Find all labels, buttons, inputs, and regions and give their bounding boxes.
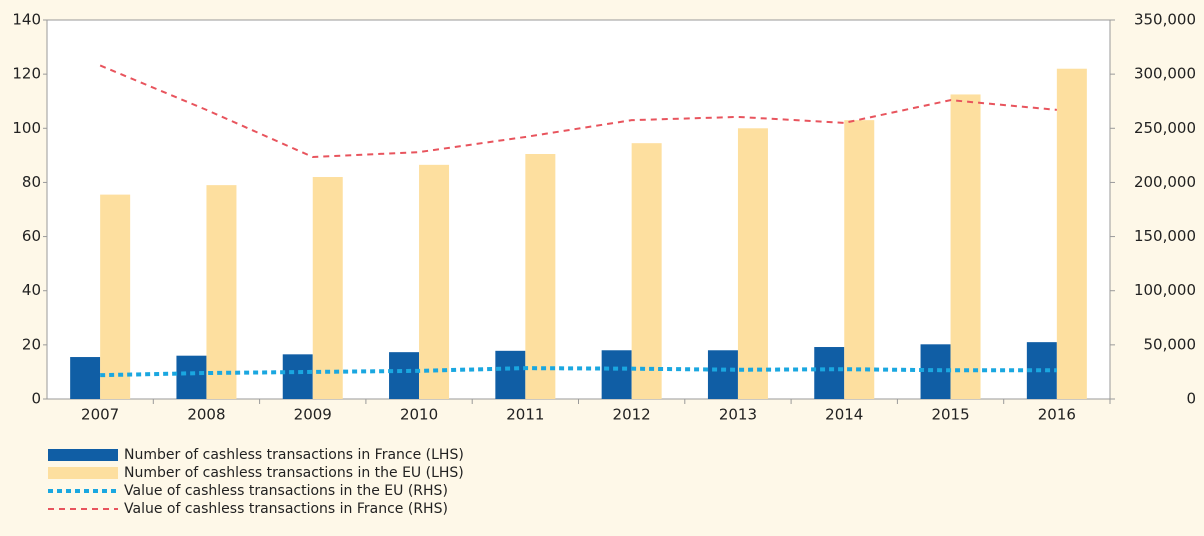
legend-label: Value of cashless transactions in the EU… — [124, 483, 448, 499]
y-tick-label: 60 — [22, 227, 41, 245]
legend-label: Number of cashless transactions in the E… — [124, 465, 464, 481]
bar — [525, 154, 556, 399]
y-tick-label: 80 — [22, 173, 41, 191]
legend-swatch — [48, 449, 118, 461]
x-tick-label: 2016 — [1038, 406, 1076, 424]
y2-tick-label: 200,000 — [1134, 173, 1196, 191]
x-tick-label: 2008 — [187, 406, 225, 424]
bar — [844, 120, 875, 400]
bar — [495, 350, 526, 399]
x-tick-label: 2009 — [294, 406, 332, 424]
line-series — [100, 366, 1057, 378]
x-tick-label: 2014 — [825, 406, 863, 424]
bar — [631, 143, 662, 399]
bar — [707, 350, 738, 399]
x-tick-label: 2011 — [506, 406, 544, 424]
bar — [920, 344, 951, 399]
y2-tick-label: 150,000 — [1134, 227, 1196, 245]
legend-label: Number of cashless transactions in Franc… — [124, 447, 464, 463]
bar — [176, 355, 207, 399]
y2-tick-label: 50,000 — [1144, 335, 1197, 353]
bar — [70, 357, 101, 399]
bar — [206, 185, 237, 399]
x-tick-label: 2010 — [400, 406, 438, 424]
y-tick-label: 120 — [12, 65, 41, 83]
bar — [100, 194, 131, 399]
bar — [950, 94, 981, 400]
x-tick-label: 2013 — [719, 406, 757, 424]
y-tick-label: 20 — [22, 335, 41, 353]
y-tick-label: 0 — [31, 390, 41, 408]
legend-swatch — [48, 467, 118, 479]
bar — [282, 354, 313, 399]
y2-tick-label: 100,000 — [1134, 281, 1196, 299]
y2-tick-label: 300,000 — [1134, 65, 1196, 83]
bar — [601, 350, 632, 399]
y-tick-label: 40 — [22, 281, 41, 299]
y2-tick-label: 0 — [1186, 390, 1196, 408]
y2-tick-label: 250,000 — [1134, 119, 1196, 137]
x-tick-label: 2015 — [931, 406, 969, 424]
legend-label: Value of cashless transactions in France… — [124, 501, 448, 517]
bar — [814, 347, 845, 399]
x-tick-label: 2007 — [81, 406, 119, 424]
bar — [419, 164, 450, 399]
bar — [389, 352, 420, 399]
bar — [737, 128, 768, 400]
x-tick-label: 2012 — [613, 406, 651, 424]
y-tick-label: 140 — [12, 11, 41, 29]
y2-tick-label: 350,000 — [1134, 11, 1196, 29]
bar — [312, 177, 343, 399]
y-tick-label: 100 — [12, 119, 41, 137]
line-series — [99, 64, 1057, 158]
bar — [1056, 68, 1087, 399]
